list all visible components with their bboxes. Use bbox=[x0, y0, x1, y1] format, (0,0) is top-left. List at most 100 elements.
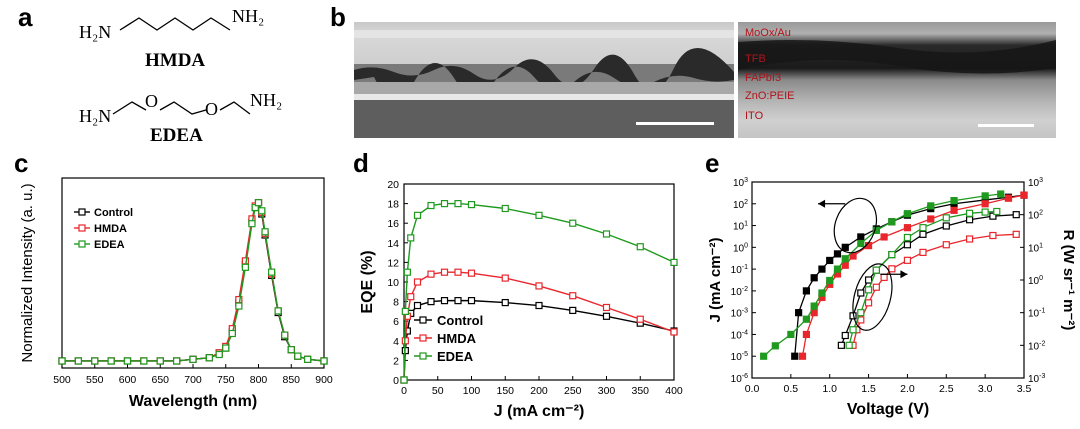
data-point-control-r bbox=[989, 212, 997, 220]
data-point-edea-j bbox=[841, 255, 849, 263]
data-point-hmda-r bbox=[864, 299, 873, 307]
data-point-hmda-r bbox=[888, 265, 896, 273]
data-point-edea bbox=[467, 200, 476, 209]
y-tick-label-right: 101 bbox=[1028, 242, 1043, 254]
data-point-edea bbox=[403, 268, 411, 276]
y-tick-label-left: 100 bbox=[733, 242, 748, 254]
data-point-hmda-j bbox=[1020, 191, 1028, 199]
y-tick-label-right: 100 bbox=[1028, 275, 1043, 287]
data-point-edea-j bbox=[857, 239, 865, 248]
edea-structure bbox=[112, 101, 251, 115]
data-point-control-r bbox=[837, 341, 845, 349]
data-point-edea bbox=[222, 344, 230, 352]
data-point-edea bbox=[58, 357, 66, 365]
legend-label-edea: EDEA bbox=[94, 239, 125, 251]
y-tick-label: 10 bbox=[387, 277, 399, 289]
hmda-left-amine: H₂N bbox=[79, 22, 112, 42]
data-point-hmda bbox=[407, 293, 415, 301]
data-point-edea bbox=[281, 331, 289, 339]
x-axis-label: J (mA cm⁻²) bbox=[494, 403, 585, 420]
y-axis-label-left: J (mA cm⁻²) bbox=[707, 238, 724, 323]
x-tick-label: 200 bbox=[530, 385, 548, 397]
data-point-edea-j bbox=[760, 352, 768, 360]
edea-name: EDEA bbox=[150, 125, 203, 146]
x-tick-label: 3.5 bbox=[1017, 383, 1032, 395]
data-point-edea-j bbox=[981, 192, 989, 200]
y-tick-label-left: 10-1 bbox=[731, 264, 748, 276]
edea-left-amine: H₂N bbox=[79, 106, 112, 126]
x-tick-label: 650 bbox=[151, 374, 169, 386]
data-point-hmda-j bbox=[950, 206, 958, 214]
x-tick-label: 500 bbox=[53, 374, 71, 386]
data-point-edea bbox=[287, 346, 295, 354]
data-point-hmda-r bbox=[872, 283, 880, 291]
chart-c-pl-spectra: 500 550 600 650 700 750 800 850 900 Wavelength (n… bbox=[19, 177, 333, 410]
y-tick-label: 12 bbox=[387, 257, 399, 269]
tem-label-tfb: TFB bbox=[745, 53, 766, 65]
data-point-hmda-j bbox=[1004, 194, 1013, 202]
data-point-edea-j bbox=[950, 196, 958, 205]
data-point-edea bbox=[241, 263, 249, 271]
legend-marker-hmda bbox=[78, 224, 86, 232]
data-point-control bbox=[467, 297, 476, 305]
chart-e-jv-radiance: 0.0 0.5 1.0 1.5 2.0 2.5 3.0 3.5 10-6 10-5 10-4 10-3… bbox=[707, 177, 1077, 418]
data-point-edea bbox=[602, 230, 611, 238]
data-point-hmda bbox=[427, 270, 435, 278]
data-point-edea bbox=[670, 258, 678, 267]
data-point-edea-j bbox=[927, 202, 935, 210]
data-point-edea bbox=[427, 201, 435, 210]
data-point-edea bbox=[320, 357, 328, 365]
x-tick-label: 1.5 bbox=[861, 383, 876, 395]
x-tick-label: 700 bbox=[184, 374, 202, 386]
data-point-hmda-j bbox=[927, 215, 935, 223]
data-point-edea-j bbox=[833, 265, 842, 273]
panel-letter-e: e bbox=[705, 148, 720, 178]
data-point-edea-r bbox=[857, 309, 865, 317]
panel-letter-b: b bbox=[330, 2, 346, 32]
data-point-edea bbox=[413, 211, 422, 219]
data-point-hmda bbox=[454, 268, 462, 276]
panel-letter-a: a bbox=[18, 2, 33, 32]
tem-image-low-mag bbox=[354, 22, 734, 138]
data-point-edea bbox=[258, 207, 266, 215]
data-point-edea bbox=[74, 357, 82, 365]
data-point-control-r bbox=[903, 241, 912, 249]
y-tick-label: 4 bbox=[393, 336, 399, 348]
x-tick-label: 300 bbox=[598, 385, 616, 397]
data-point-edea-r bbox=[849, 326, 857, 334]
panel-letter-c: c bbox=[14, 148, 29, 178]
data-point-control-r bbox=[1012, 211, 1020, 219]
y-axis-label-right: R (W sr⁻¹ m⁻²) bbox=[1060, 230, 1077, 331]
data-point-control-r bbox=[864, 276, 873, 284]
x-axis-label: Wavelength (nm) bbox=[129, 393, 257, 410]
data-point-edea bbox=[215, 350, 223, 359]
legend-marker-hmda bbox=[419, 334, 427, 342]
x-axis-label: Voltage (V) bbox=[847, 401, 929, 418]
data-point-hmda bbox=[569, 292, 577, 300]
data-point-edea-j bbox=[810, 302, 818, 310]
data-point-edea bbox=[140, 357, 148, 365]
panel-letter-d: d bbox=[353, 148, 369, 178]
data-point-edea bbox=[156, 357, 164, 365]
y-tick-label-left: 10-6 bbox=[731, 373, 748, 385]
x-tick-label: 3.0 bbox=[978, 383, 993, 395]
data-point-edea-r bbox=[993, 207, 1001, 216]
legend-marker-edea bbox=[78, 240, 86, 248]
data-point-edea bbox=[173, 357, 181, 365]
data-point-edea bbox=[501, 204, 509, 213]
data-point-edea-r bbox=[942, 214, 950, 222]
y-tick-label: 18 bbox=[387, 199, 399, 211]
annotation-arrowhead-left bbox=[818, 199, 826, 208]
data-point-edea bbox=[304, 355, 312, 363]
y-tick-label: 8 bbox=[393, 297, 399, 309]
data-point-edea bbox=[294, 352, 302, 360]
y-tick-label-right: 10-3 bbox=[1028, 373, 1045, 385]
data-point-edea bbox=[107, 357, 115, 365]
y-axis-label: Normalized Intensity (a. u.) bbox=[19, 183, 36, 362]
x-tick-label: 150 bbox=[496, 385, 514, 397]
data-point-hmda bbox=[440, 268, 449, 276]
data-point-hmda-r bbox=[966, 235, 974, 243]
y-tick-label: 0 bbox=[393, 375, 399, 387]
data-point-control bbox=[427, 298, 435, 306]
data-point-control bbox=[413, 301, 422, 310]
